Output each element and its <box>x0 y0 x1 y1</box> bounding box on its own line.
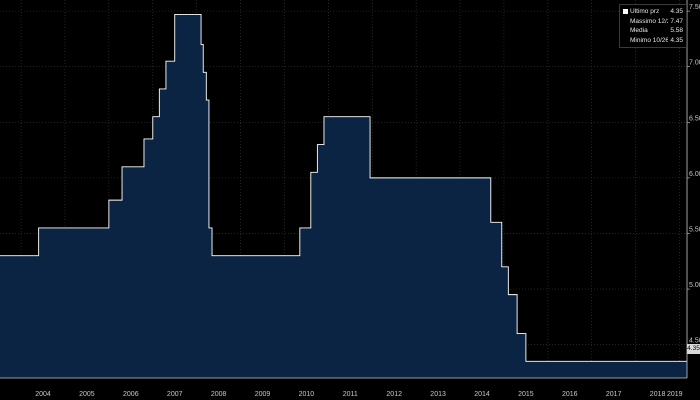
legend-label: Media <box>630 27 648 35</box>
legend-entry: Massimo 12/24/07 7.47 <box>623 17 683 27</box>
legend-label: Ultimo prz <box>630 8 660 16</box>
x-tick-label: 2017 <box>606 391 622 398</box>
legend-value: 4.35 <box>670 36 683 44</box>
legend-value: 7.47 <box>670 17 683 25</box>
x-tick-label: 2012 <box>386 391 402 398</box>
y-tick-label: 5.50 <box>689 226 700 233</box>
x-tick-label: 2010 <box>299 391 315 398</box>
y-tick-label: 6.00 <box>689 171 700 178</box>
y-tick-label: 7.50 <box>689 4 700 11</box>
legend-entry: Media 5.58 <box>623 26 683 36</box>
last-value-badge: 4.35 <box>687 344 700 354</box>
x-tick-label: 2011 <box>343 391 358 398</box>
x-tick-label: 2007 <box>167 391 183 398</box>
y-tick-label: 7.00 <box>689 60 700 67</box>
x-tick-label: 2018 <box>650 391 666 398</box>
area-series <box>0 14 687 378</box>
y-tick-label: 5.00 <box>689 282 700 289</box>
x-tick-label: 2004 <box>35 391 51 398</box>
x-tick-label: 2009 <box>255 391 271 398</box>
legend-value: 4.35 <box>670 8 683 16</box>
x-tick-label: 2006 <box>123 391 139 398</box>
legend-value: 5.58 <box>670 27 683 35</box>
x-tick-label: 2019 <box>667 391 683 398</box>
legend: Ultimo prz 4.35 Massimo 12/24/07 7.47 Me… <box>619 4 687 48</box>
legend-swatch <box>623 9 628 15</box>
x-tick-label: 2005 <box>79 391 95 398</box>
series-area <box>0 14 687 378</box>
legend-swatch <box>623 19 628 24</box>
x-tick-label: 2015 <box>518 391 534 398</box>
x-tick-label: 2014 <box>474 391 490 398</box>
legend-swatch <box>623 28 628 33</box>
x-tick-label: 2016 <box>562 391 578 398</box>
x-tick-label: 2013 <box>430 391 446 398</box>
legend-label: Minimo 10/26/15 <box>630 36 669 44</box>
legend-swatch <box>623 38 628 43</box>
series-line <box>0 14 687 362</box>
legend-entry: Ultimo prz 4.35 <box>623 7 683 17</box>
y-tick-label: 6.50 <box>689 115 700 122</box>
legend-entry: Minimo 10/26/15 4.35 <box>623 36 683 46</box>
legend-label: Massimo 12/24/07 <box>630 17 668 25</box>
y-tick-label: 4.50 <box>689 338 700 345</box>
x-tick-label: 2008 <box>211 391 227 398</box>
